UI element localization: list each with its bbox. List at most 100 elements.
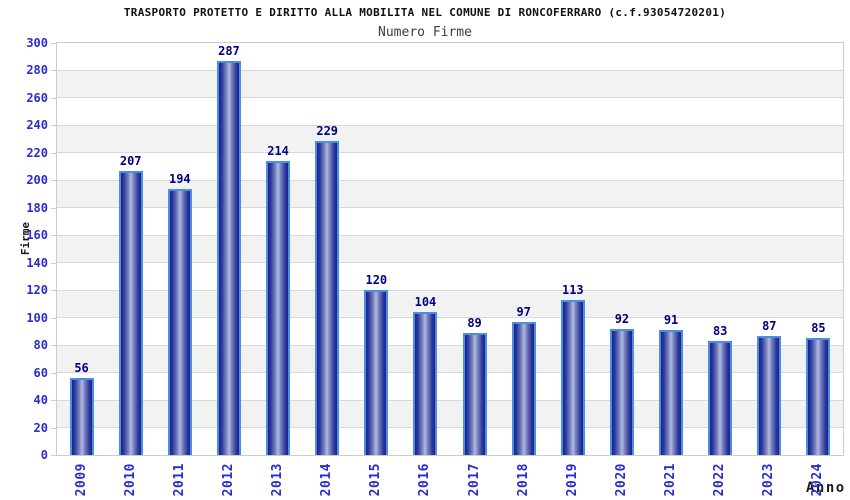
bar-value-label: 214: [267, 144, 289, 158]
gridline: [57, 234, 843, 236]
y-tick-label: 40: [33, 393, 48, 408]
gridline: [57, 317, 843, 319]
y-tick-mark: [51, 70, 56, 72]
x-tick-label: 2015: [368, 463, 384, 497]
y-tick-label: 80: [33, 338, 48, 353]
bar-2023: [757, 336, 782, 455]
bar-2012: [216, 61, 241, 455]
x-tick-label: 2020: [613, 463, 629, 497]
bar-2010: [118, 171, 143, 455]
x-tick-label: 2014: [319, 463, 335, 497]
y-tick-mark: [51, 125, 56, 127]
gridline: [57, 207, 843, 209]
gridline: [57, 69, 843, 71]
bar-value-label: 83: [712, 324, 728, 338]
x-tick-label: 2013: [270, 463, 286, 497]
y-tick-label: 0: [40, 448, 48, 462]
gridline: [57, 399, 843, 401]
bar-2016: [413, 312, 438, 455]
y-tick-label: 180: [26, 200, 48, 215]
y-tick-label: 240: [26, 118, 48, 133]
bar-value-label: 229: [316, 124, 339, 138]
bar-2019: [560, 300, 585, 455]
x-tick-label: 2012: [220, 463, 236, 497]
x-tick-label: 2016: [417, 463, 433, 497]
y-tick-label: 280: [26, 63, 48, 78]
y-tick-label: 140: [26, 255, 48, 270]
y-tick-label: 20: [33, 420, 48, 435]
y-axis-title: Firme: [19, 222, 32, 256]
bar-2013: [266, 161, 291, 455]
gridline: [57, 289, 843, 291]
gridline: [57, 179, 843, 181]
y-tick-label: 120: [26, 283, 48, 298]
gridline: [57, 124, 843, 126]
x-tick-label: 2018: [515, 463, 531, 497]
bar-2011: [167, 189, 192, 455]
y-tick-mark: [51, 290, 56, 292]
bar-2022: [708, 341, 733, 455]
x-tick-label: 2024: [810, 463, 826, 497]
bar-value-label: 89: [467, 316, 482, 330]
x-tick-label: 2019: [564, 463, 580, 497]
bar-2009: [69, 378, 94, 455]
bar-2018: [511, 322, 536, 455]
y-tick-mark: [51, 235, 56, 237]
x-tick-label: 2023: [761, 463, 777, 497]
bar-2017: [462, 333, 487, 455]
x-tick-label: 2021: [663, 463, 679, 497]
y-tick-mark: [51, 262, 56, 264]
y-tick-label: 60: [33, 365, 48, 380]
gridline: [57, 427, 843, 429]
bar-2014: [315, 141, 340, 455]
y-tick-mark: [51, 345, 56, 347]
y-tick-mark: [51, 372, 56, 374]
x-tick-label: 2011: [171, 463, 187, 497]
bar-value-label: 87: [762, 319, 777, 333]
y-tick-label: 220: [26, 145, 48, 160]
bar-2020: [609, 329, 634, 455]
y-tick-label: 100: [26, 310, 48, 325]
y-tick-label: 160: [26, 228, 48, 243]
bar-value-label: 92: [614, 312, 630, 326]
x-tick-label: 2009: [73, 463, 89, 497]
x-tick-label: 2010: [122, 463, 138, 497]
y-tick-mark: [51, 317, 56, 319]
gridline: [57, 262, 843, 264]
bar-2024: [806, 338, 831, 455]
gridline: [57, 152, 843, 154]
y-tick-mark: [51, 427, 56, 429]
bar-value-label: 194: [168, 172, 191, 186]
bar-value-label: 113: [561, 283, 584, 297]
x-tick-label: 2017: [466, 463, 482, 497]
bar-value-label: 85: [811, 321, 826, 335]
y-tick-label: 260: [26, 90, 48, 105]
y-tick-mark: [51, 400, 56, 402]
bar-value-label: 91: [663, 313, 679, 327]
bar-2021: [659, 330, 684, 455]
bar-value-label: 97: [516, 305, 531, 319]
y-tick-label: 200: [26, 173, 48, 188]
bar-value-label: 104: [414, 295, 437, 309]
y-tick-mark: [51, 207, 56, 209]
gridline: [57, 372, 843, 374]
bar-2015: [364, 290, 389, 455]
y-tick-mark: [51, 152, 56, 154]
bar-value-label: 207: [119, 154, 142, 168]
x-axis-title: Anno: [806, 480, 846, 496]
y-tick-mark: [51, 180, 56, 182]
y-tick-mark: [51, 43, 56, 44]
plot-area: 56 207 194 287 214 229 120 104 89 97 113 92 91 83 87 85: [56, 42, 844, 456]
bar-value-label: 287: [218, 44, 240, 58]
y-tick-label: 300: [26, 36, 48, 50]
x-tick-label: 2022: [712, 463, 728, 497]
chart-subtitle: Numero Firme: [378, 25, 472, 40]
y-tick-mark: [51, 97, 56, 99]
page-title: TRASPORTO PROTETTO E DIRITTO ALLA MOBILI…: [123, 6, 727, 19]
gridline: [57, 344, 843, 346]
gridline: [57, 97, 843, 99]
bar-value-label: 56: [74, 361, 89, 375]
y-tick-mark: [51, 455, 56, 456]
bar-value-label: 120: [365, 273, 388, 287]
